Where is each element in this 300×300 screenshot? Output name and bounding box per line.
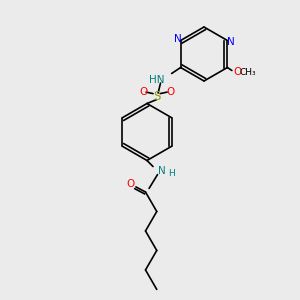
Text: O: O: [166, 86, 174, 97]
Text: O: O: [234, 67, 242, 77]
Text: O: O: [126, 179, 135, 189]
Text: N: N: [174, 34, 182, 44]
Text: N: N: [158, 166, 165, 176]
Text: S: S: [153, 89, 160, 103]
Text: H: H: [168, 169, 175, 178]
Text: N: N: [226, 37, 234, 47]
Text: CH₃: CH₃: [239, 68, 256, 76]
Text: O: O: [139, 86, 147, 97]
Text: HN: HN: [148, 74, 164, 85]
